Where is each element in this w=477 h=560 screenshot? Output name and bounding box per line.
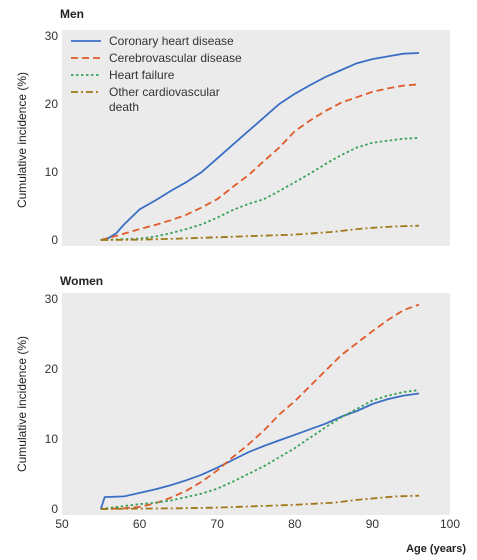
women-ylabel: Cumulative incidence (%): [15, 336, 29, 472]
women-y-tick-0: 0: [51, 502, 58, 516]
x-axis-ticks: 50 60 70 80 90 100: [55, 517, 460, 531]
women-y-tick-10: 10: [45, 432, 59, 446]
legend-label-cerebrovascular-disease: Cerebrovascular disease: [109, 51, 242, 65]
men-y-tick-10: 10: [45, 165, 59, 179]
x-tick-50: 50: [55, 517, 69, 531]
x-tick-60: 60: [133, 517, 147, 531]
women-y-tick-30: 30: [45, 292, 59, 306]
legend-label-coronary-heart-disease: Coronary heart disease: [109, 34, 234, 48]
men-y-tick-20: 20: [45, 97, 59, 111]
women-y-tick-20: 20: [45, 362, 59, 376]
x-tick-100: 100: [440, 517, 460, 531]
women-plot-area: [62, 293, 450, 515]
men-ylabel: Cumulative incidence (%): [15, 72, 29, 208]
x-axis-label: Age (years): [406, 543, 466, 555]
x-tick-70: 70: [211, 517, 225, 531]
x-tick-80: 80: [288, 517, 302, 531]
men-y-tick-0: 0: [51, 233, 58, 247]
men-panel-title: Men: [60, 7, 84, 21]
legend-label-heart-failure: Heart failure: [109, 68, 175, 82]
women-panel-title: Women: [60, 274, 103, 288]
men-y-tick-30: 30: [45, 29, 59, 43]
x-tick-90: 90: [366, 517, 380, 531]
